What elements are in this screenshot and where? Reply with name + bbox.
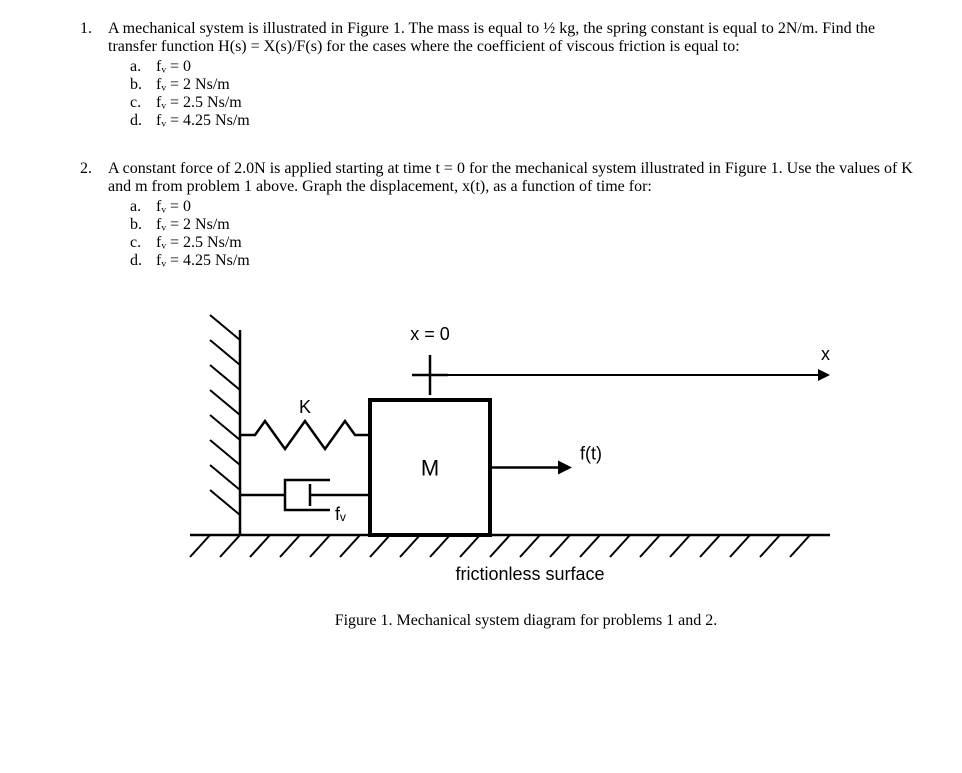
sub-text: fᵥ = 2 Ns/m (156, 76, 230, 94)
problem-number: 2. (80, 160, 108, 178)
problem-row: 1. A mechanical system is illustrated in… (80, 20, 922, 56)
sub-letter: a. (130, 58, 156, 76)
sub-text: fᵥ = 2.5 Ns/m (156, 94, 242, 112)
sub-item: a. fᵥ = 0 (130, 58, 922, 76)
sub-item: b. fᵥ = 2 Ns/m (130, 216, 922, 234)
sub-text: fᵥ = 0 (156, 58, 191, 76)
sub-text: fᵥ = 4.25 Ns/m (156, 112, 250, 130)
sub-list: a. fᵥ = 0 b. fᵥ = 2 Ns/m c. fᵥ = 2.5 Ns/… (80, 198, 922, 270)
problem-row: 2. A constant force of 2.0N is applied s… (80, 160, 922, 196)
svg-text:x = 0: x = 0 (410, 324, 450, 344)
sub-text: fᵥ = 2 Ns/m (156, 216, 230, 234)
sub-item: c. fᵥ = 2.5 Ns/m (130, 94, 922, 112)
sub-letter: d. (130, 112, 156, 130)
sub-item: c. fᵥ = 2.5 Ns/m (130, 234, 922, 252)
sub-letter: c. (130, 94, 156, 112)
sub-item: d. fᵥ = 4.25 Ns/m (130, 252, 922, 270)
mechanical-system-diagram: M Kfᵥ x = 0 x f(t) frictionless surface (130, 300, 850, 600)
sub-item: d. fᵥ = 4.25 Ns/m (130, 112, 922, 130)
problem-2: 2. A constant force of 2.0N is applied s… (80, 160, 922, 270)
problem-text: A mechanical system is illustrated in Fi… (108, 20, 922, 56)
sub-item: b. fᵥ = 2 Ns/m (130, 76, 922, 94)
problem-text: A constant force of 2.0N is applied star… (108, 160, 922, 196)
figure-caption: Figure 1. Mechanical system diagram for … (130, 612, 922, 630)
svg-text:K: K (299, 397, 311, 417)
sub-text: fᵥ = 0 (156, 198, 191, 216)
svg-text:fᵥ: fᵥ (335, 504, 346, 524)
sub-letter: c. (130, 234, 156, 252)
sub-letter: b. (130, 76, 156, 94)
sub-text: fᵥ = 4.25 Ns/m (156, 252, 250, 270)
sub-letter: a. (130, 198, 156, 216)
sub-letter: b. (130, 216, 156, 234)
problem-1: 1. A mechanical system is illustrated in… (80, 20, 922, 130)
figure-1: M Kfᵥ x = 0 x f(t) frictionless surface Figur… (130, 300, 922, 630)
svg-text:M: M (421, 456, 439, 481)
sub-letter: d. (130, 252, 156, 270)
sub-item: a. fᵥ = 0 (130, 198, 922, 216)
problem-number: 1. (80, 20, 108, 38)
svg-text:x: x (821, 344, 830, 364)
svg-text:f(t): f(t) (580, 444, 602, 464)
sub-list: a. fᵥ = 0 b. fᵥ = 2 Ns/m c. fᵥ = 2.5 Ns/… (80, 58, 922, 130)
svg-text:frictionless surface: frictionless surface (455, 564, 604, 584)
sub-text: fᵥ = 2.5 Ns/m (156, 234, 242, 252)
